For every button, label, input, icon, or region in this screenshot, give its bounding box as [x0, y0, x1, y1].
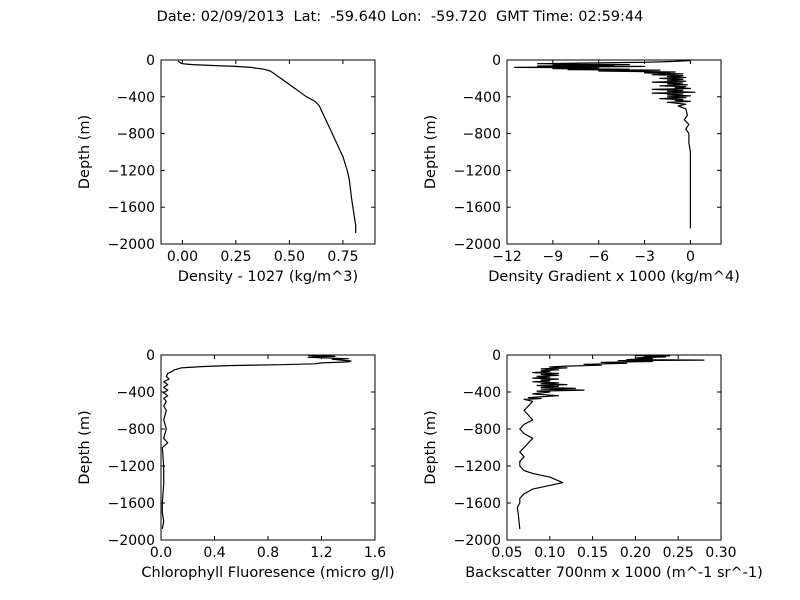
y-tick-label: −400 [117, 385, 155, 401]
y-tick-label: −1200 [454, 163, 501, 179]
y-axis-label: Depth (m) [423, 115, 439, 189]
y-tick-label: −1600 [108, 496, 155, 512]
y-tick-label: −800 [463, 422, 501, 438]
x-tick-label: 0.8 [257, 545, 279, 561]
x-tick-label: 0.25 [220, 249, 251, 265]
y-tick-label: −1600 [454, 200, 501, 216]
y-tick-label: 0 [492, 348, 501, 364]
x-axis-label: Chlorophyll Fluoresence (micro g/l) [141, 565, 394, 581]
profile-line [177, 60, 357, 233]
y-axis-label: Depth (m) [77, 410, 93, 484]
x-tick-label: 1.6 [364, 545, 386, 561]
y-tick-label: −1600 [108, 200, 155, 216]
figure-title: Date: 02/09/2013 Lat: -59.640 Lon: -59.7… [156, 9, 644, 25]
axes-frame [160, 354, 376, 541]
y-tick-label: −1200 [108, 163, 155, 179]
x-tick-label: 0.10 [534, 545, 565, 561]
y-tick-label: −2000 [108, 237, 155, 253]
profile-line [161, 354, 352, 530]
x-tick-label: 1.2 [310, 545, 332, 561]
axes-frame [506, 59, 722, 245]
x-tick-label: −9 [543, 249, 564, 265]
y-tick-label: −1200 [108, 459, 155, 475]
x-tick-label: 0.30 [705, 545, 736, 561]
x-tick-label: −6 [588, 249, 609, 265]
x-tick-label: 0.75 [327, 249, 358, 265]
x-tick-label: 0.0 [150, 545, 172, 561]
x-tick-label: −3 [634, 249, 655, 265]
y-axis-label: Depth (m) [77, 115, 93, 189]
y-tick-label: 0 [146, 348, 155, 364]
panel-2: −12 −9 −6 −3 0 0 −400 −800 −1200 −1600 −2000 Densit… [423, 53, 740, 285]
y-tick-label: −2000 [454, 237, 501, 253]
x-tick-label: 0.25 [663, 545, 694, 561]
y-tick-label: 0 [492, 53, 501, 69]
x-tick-label: 0.05 [491, 545, 522, 561]
panel-1: 0.00 0.25 0.50 0.75 0 −400 −800 −1200 −1600 −2000… [77, 53, 376, 285]
x-tick-label: 0.20 [620, 545, 651, 561]
x-axis-label: Backscatter 700nm x 1000 (m^-1 sr^-1) [465, 565, 763, 581]
x-tick-label: 0.50 [274, 249, 305, 265]
y-axis-label: Depth (m) [423, 410, 439, 484]
x-tick-label: 0.15 [577, 545, 608, 561]
x-tick-label: −12 [492, 249, 522, 265]
profile-line [516, 354, 705, 529]
x-tick-label: 0 [686, 249, 695, 265]
y-tick-label: −400 [117, 90, 155, 106]
y-tick-label: −800 [463, 127, 501, 143]
y-tick-label: −400 [463, 385, 501, 401]
y-tick-label: −1600 [454, 496, 501, 512]
axes-frame [506, 354, 722, 541]
y-tick-label: −2000 [454, 533, 501, 549]
y-tick-label: 0 [146, 53, 155, 69]
profile-line [514, 59, 696, 229]
y-tick-label: −1200 [454, 459, 501, 475]
panel-4: 0.05 0.10 0.15 0.20 0.25 0.30 0 −400 −800 −1200 −1… [423, 348, 763, 581]
x-tick-label: 0.00 [167, 249, 198, 265]
y-tick-label: −800 [117, 422, 155, 438]
y-tick-label: −800 [117, 127, 155, 143]
axes-frame [160, 59, 376, 245]
x-axis-label: Density Gradient x 1000 (kg/m^4) [488, 269, 739, 285]
x-axis-label: Density - 1027 (kg/m^3) [178, 269, 358, 285]
y-tick-label: −400 [463, 90, 501, 106]
panel-3: 0.0 0.4 0.8 1.2 1.6 0 −400 −800 −1200 −1600 −2000 C… [77, 348, 395, 581]
y-tick-label: −2000 [108, 533, 155, 549]
x-tick-label: 0.4 [203, 545, 225, 561]
